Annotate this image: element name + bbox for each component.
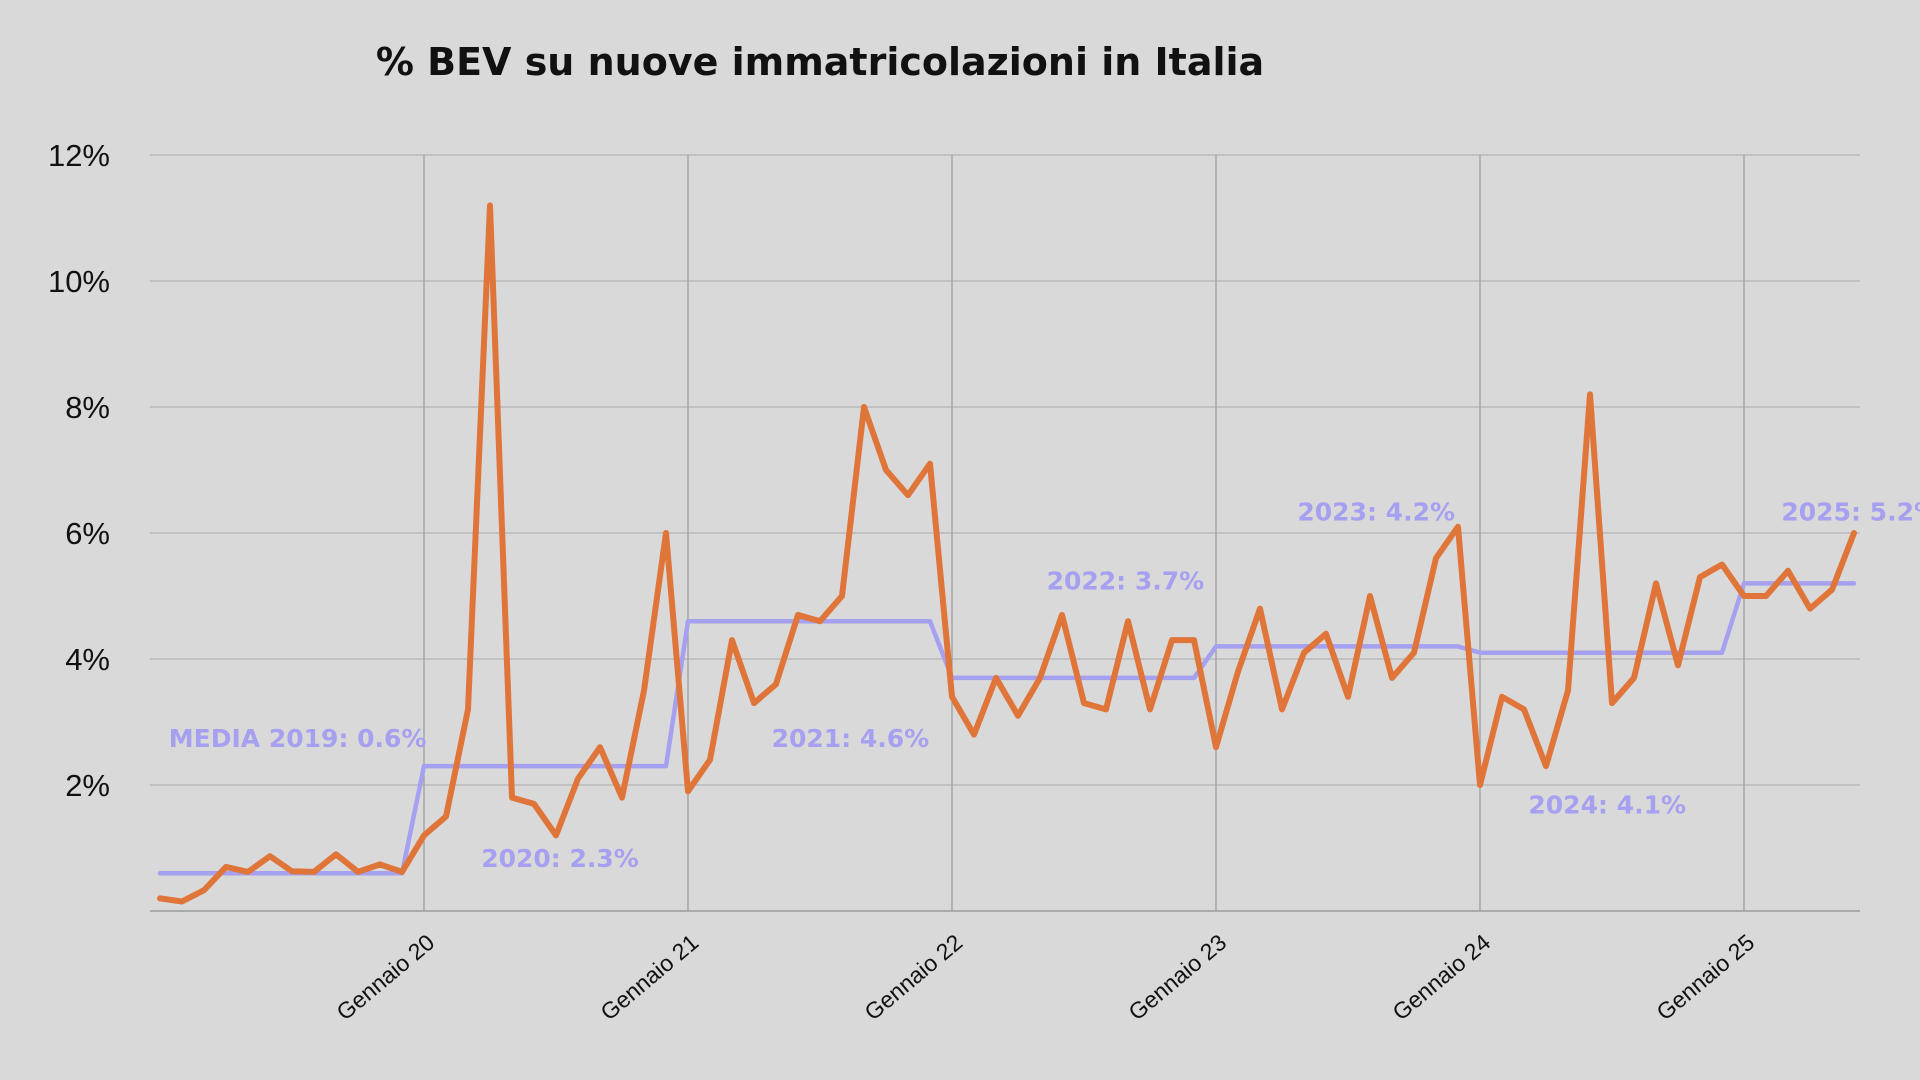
- average-annotation: 2022: 3.7%: [1047, 567, 1205, 596]
- y-axis-ticks: 2% 4% 6% 8% 10% 12%: [48, 138, 110, 803]
- chart-title: % BEV su nuove immatricolazioni in Itali…: [376, 40, 1264, 84]
- bev-share-line: [157, 202, 1857, 905]
- y-tick-label: 8%: [65, 390, 110, 425]
- average-annotation: MEDIA 2019: 0.6%: [169, 724, 427, 753]
- average-annotation: 2021: 4.6%: [772, 724, 930, 753]
- average-annotation: 2023: 4.2%: [1297, 497, 1455, 526]
- x-tick-label: Gennaio 21: [595, 929, 703, 1025]
- x-tick-label: Gennaio 22: [859, 929, 967, 1025]
- y-tick-label: 6%: [65, 516, 110, 551]
- y-tick-label: 2%: [65, 768, 110, 803]
- x-tick-label: Gennaio 25: [1651, 929, 1759, 1025]
- y-tick-label: 12%: [48, 138, 110, 173]
- annotation-layer: MEDIA 2019: 0.6% 2020: 2.3% 2021: 4.6% 2022…: [169, 497, 1920, 873]
- y-tick-label: 10%: [48, 264, 110, 299]
- x-tick-label: Gennaio 24: [1387, 929, 1495, 1025]
- average-annotation: 2020: 2.3%: [481, 844, 639, 873]
- x-tick-label: Gennaio 20: [331, 929, 439, 1025]
- grid-layer: [150, 154, 1860, 912]
- x-axis-ticks: Gennaio 20 Gennaio 21 Gennaio 22 Gennaio 23…: [331, 929, 1759, 1025]
- series-layer: [157, 202, 1857, 905]
- average-annotation: 2025: 5.2%: [1781, 497, 1920, 526]
- average-annotation: 2024: 4.1%: [1528, 790, 1686, 819]
- y-tick-label: 4%: [65, 642, 110, 677]
- x-tick-label: Gennaio 23: [1123, 929, 1231, 1025]
